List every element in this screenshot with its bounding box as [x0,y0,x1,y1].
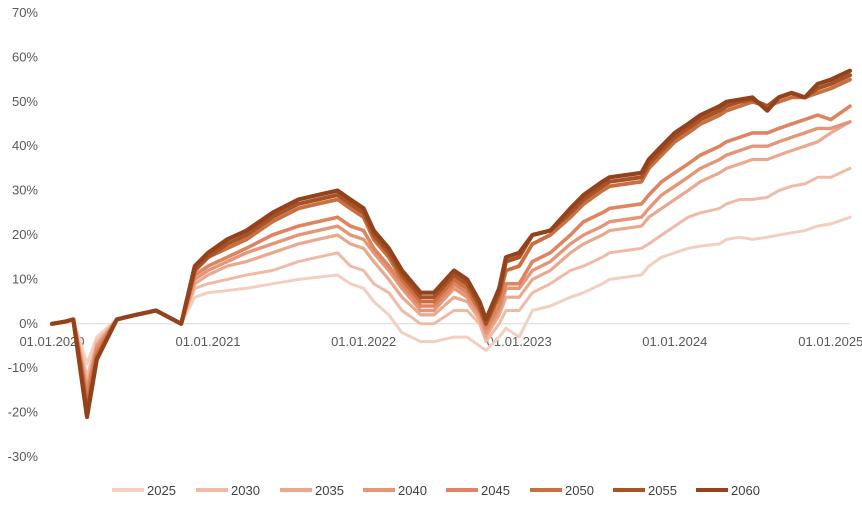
y-tick-label: -10% [8,360,39,375]
legend-label-2045: 2045 [481,483,510,498]
y-axis: 70% 60% 50% 40% 30% 20% 10% 0% -10% -20% -30% [8,5,39,464]
y-tick-label: -30% [8,449,39,464]
x-axis: 01.01.2020 01.01.2021 01.01.2022 01.01.2023… [19,334,862,349]
y-tick-label: 60% [12,49,38,64]
legend-label-2055: 2055 [648,483,677,498]
series-line-2035 [50,120,852,388]
series-line-2050 [50,77,852,406]
x-tick-label: 01.01.2022 [331,334,396,349]
series-line-2060 [49,68,853,420]
y-tick-label: -20% [8,405,39,420]
x-tick-label: 01.01.2020 [19,334,84,349]
legend: 2025 2030 2035 2040 2045 2050 2055 2060 [112,483,760,498]
legend-label-2025: 2025 [147,483,176,498]
legend-label-2050: 2050 [565,483,594,498]
series-line-2025 [50,215,852,366]
series-lines [49,68,853,420]
y-tick-label: 20% [12,227,38,242]
series-line-2045 [50,104,852,397]
y-tick-label: 10% [12,271,38,286]
x-tick-label: 01.01.2023 [487,334,552,349]
series-line-2040 [50,120,852,393]
legend-label-2035: 2035 [315,483,344,498]
y-tick-label: 50% [12,94,38,109]
x-tick-label: 01.01.2024 [642,334,707,349]
y-tick-label: 0% [19,316,38,331]
y-tick-label: 40% [12,138,38,153]
y-tick-label: 30% [12,183,38,198]
legend-label-2030: 2030 [231,483,260,498]
legend-label-2060: 2060 [731,483,760,498]
series-line-2055 [50,73,852,415]
x-tick-label: 01.01.2021 [175,334,240,349]
legend-label-2040: 2040 [398,483,427,498]
x-tick-label: 01.01.2025 [798,334,862,349]
y-tick-label: 70% [12,5,38,20]
